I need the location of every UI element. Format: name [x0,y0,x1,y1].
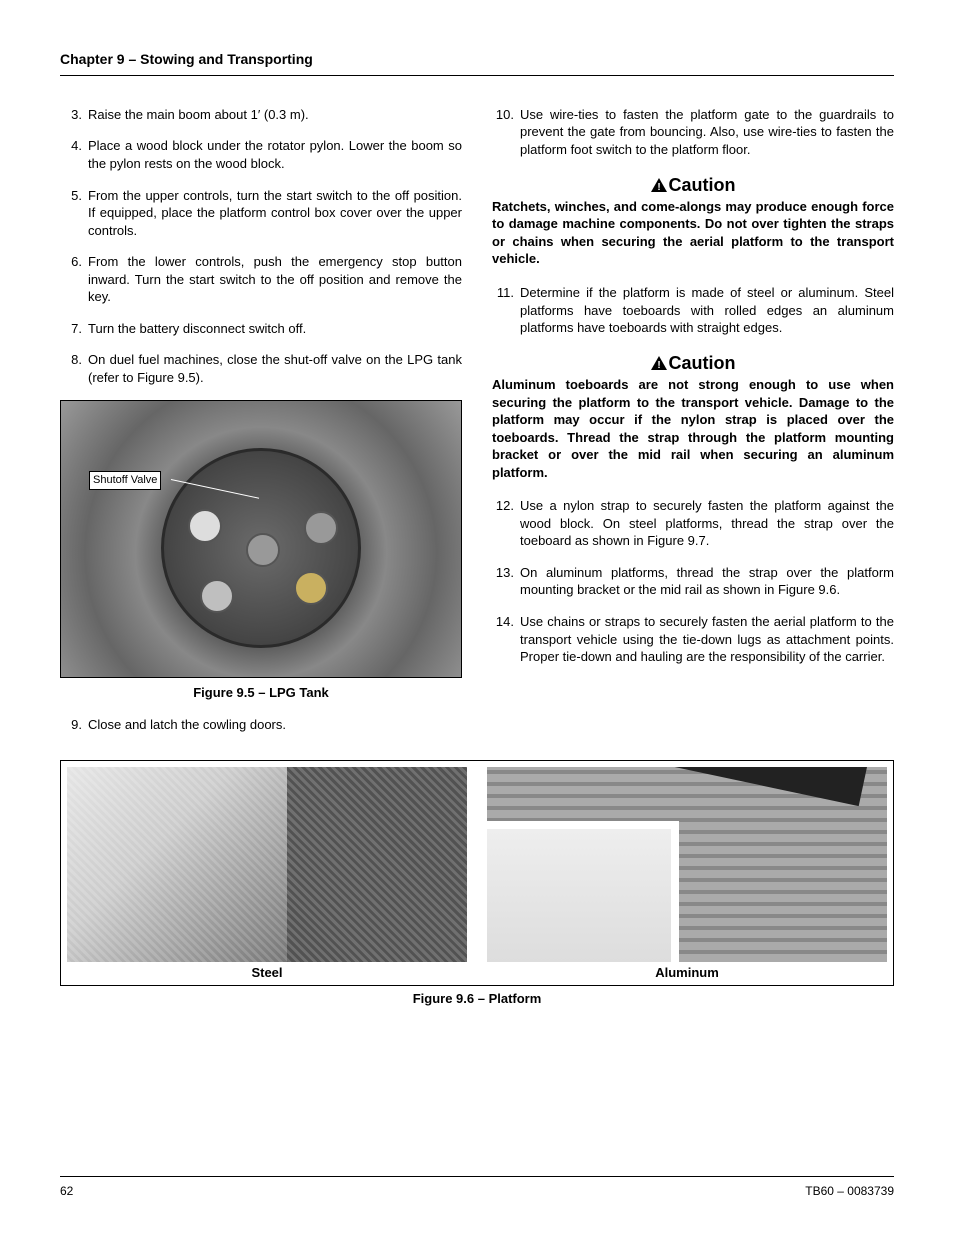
step-12: 12. Use a nylon strap to securely fasten… [492,497,894,550]
step-8: 8. On duel fuel machines, close the shut… [60,351,462,386]
step-text: Use wire-ties to fasten the platform gat… [520,106,894,159]
step-text: Use a nylon strap to securely fasten the… [520,497,894,550]
warning-icon: ! [651,352,667,376]
caution-2-heading: ! Caution [492,351,894,376]
step-number: 12. [492,497,520,550]
step-text: Raise the main boom about 1′ (0.3 m). [88,106,462,124]
svg-text:!: ! [657,360,660,370]
step-text: On duel fuel machines, close the shut-of… [88,351,462,386]
step-number: 9. [60,716,88,734]
step-number: 13. [492,564,520,599]
step-number: 7. [60,320,88,338]
page-footer: 62 TB60 – 0083739 [60,1176,894,1199]
step-5: 5. From the upper controls, turn the sta… [60,187,462,240]
caution-label: Caution [669,175,736,195]
step-number: 11. [492,284,520,337]
step-text: From the lower controls, push the emerge… [88,253,462,306]
step-text: On aluminum platforms, thread the strap … [520,564,894,599]
shutoff-valve-callout: Shutoff Valve [89,471,161,490]
step-number: 6. [60,253,88,306]
figure-9-6-steel-image [67,767,467,962]
step-7: 7. Turn the battery disconnect switch of… [60,320,462,338]
step-number: 4. [60,137,88,172]
chapter-header: Chapter 9 – Stowing and Transporting [60,50,894,76]
caution-2-body: Aluminum toeboards are not strong enough… [492,376,894,481]
step-14: 14. Use chains or straps to securely fas… [492,613,894,666]
caution-1-heading: ! Caution [492,173,894,198]
right-column: 10. Use wire-ties to fasten the platform… [492,106,894,748]
step-10: 10. Use wire-ties to fasten the platform… [492,106,894,159]
step-6: 6. From the lower controls, push the eme… [60,253,462,306]
left-column: 3. Raise the main boom about 1′ (0.3 m).… [60,106,462,748]
step-number: 5. [60,187,88,240]
document-id: TB60 – 0083739 [805,1183,894,1199]
step-13: 13. On aluminum platforms, thread the st… [492,564,894,599]
step-4: 4. Place a wood block under the rotator … [60,137,462,172]
step-number: 14. [492,613,520,666]
warning-icon: ! [651,174,667,198]
step-3: 3. Raise the main boom about 1′ (0.3 m). [60,106,462,124]
step-text: Use chains or straps to securely fasten … [520,613,894,666]
svg-text:!: ! [657,182,660,192]
page-number: 62 [60,1183,73,1199]
step-text: Determine if the platform is made of ste… [520,284,894,337]
step-number: 10. [492,106,520,159]
step-number: 8. [60,351,88,386]
step-text: Close and latch the cowling doors. [88,716,462,734]
figure-9-5-caption: Figure 9.5 – LPG Tank [60,684,462,702]
figure-9-6: Steel Aluminum [60,760,894,987]
figure-9-6-steel-label: Steel [67,964,467,982]
step-text: From the upper controls, turn the start … [88,187,462,240]
caution-label: Caution [669,353,736,373]
step-11: 11. Determine if the platform is made of… [492,284,894,337]
step-text: Place a wood block under the rotator pyl… [88,137,462,172]
step-text: Turn the battery disconnect switch off. [88,320,462,338]
figure-9-5-image: Shutoff Valve [60,400,462,678]
figure-9-6-caption: Figure 9.6 – Platform [60,990,894,1008]
figure-9-6-aluminum-label: Aluminum [487,964,887,982]
caution-1-body: Ratchets, winches, and come-alongs may p… [492,198,894,268]
figure-9-6-aluminum-image [487,767,887,962]
step-number: 3. [60,106,88,124]
step-9: 9. Close and latch the cowling doors. [60,716,462,734]
